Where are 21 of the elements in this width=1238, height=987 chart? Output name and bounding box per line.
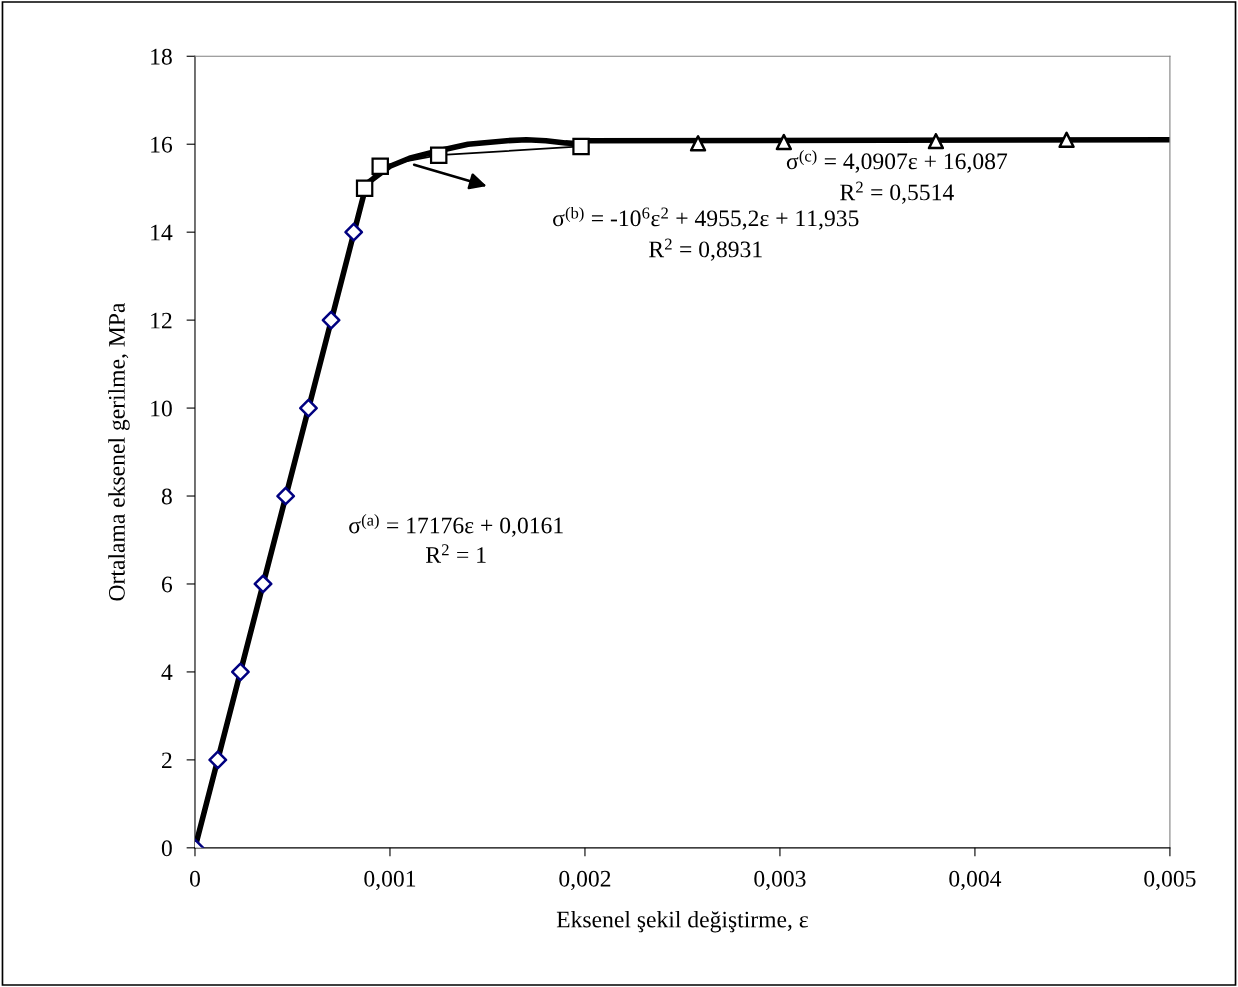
x-tick-label: 0,001 bbox=[364, 870, 416, 891]
x-tick-label: 0,002 bbox=[559, 870, 611, 891]
y-axis-title: Ortalama eksenel gerilme, MPa bbox=[108, 302, 130, 601]
y-tick-label: 12 bbox=[151, 312, 172, 329]
y-tick-label: 4 bbox=[161, 664, 173, 681]
x-tick-label: 0,003 bbox=[754, 870, 806, 891]
x-axis-title: Eksenel şekil değiştirme, ε bbox=[556, 910, 809, 933]
x-tick-label: 0 bbox=[189, 870, 200, 887]
x-tick-label: 0,005 bbox=[1144, 870, 1196, 891]
annotation: σ$^{(c)}$ = 4,0907ε + 16,087 R$^{2}$ = 0,5514 bbox=[786, 150, 1008, 204]
y-tick-label: 8 bbox=[161, 488, 172, 505]
text: σ$^{(b)}$ = -10$^{6}$ε$^{2}$ + 4955,2ε + 11,935 R$^{2}$ = 0,8931 bbox=[553, 206, 859, 261]
y-tick-label: 14 bbox=[151, 224, 173, 241]
y-tick-label: 6 bbox=[161, 576, 173, 593]
x-tick-label: 0,004 bbox=[949, 870, 1002, 891]
y-tick-label: 16 bbox=[151, 136, 173, 153]
y-tick-label: 10 bbox=[151, 400, 172, 417]
annotation: σ$^{(a)}$ = 17176ε + 0,0161 R$^{2}$ = 1 bbox=[349, 514, 563, 563]
y-tick-label: 0 bbox=[161, 840, 172, 857]
y-tick-label: 18 bbox=[151, 48, 172, 65]
y-tick-label: 2 bbox=[161, 752, 172, 769]
